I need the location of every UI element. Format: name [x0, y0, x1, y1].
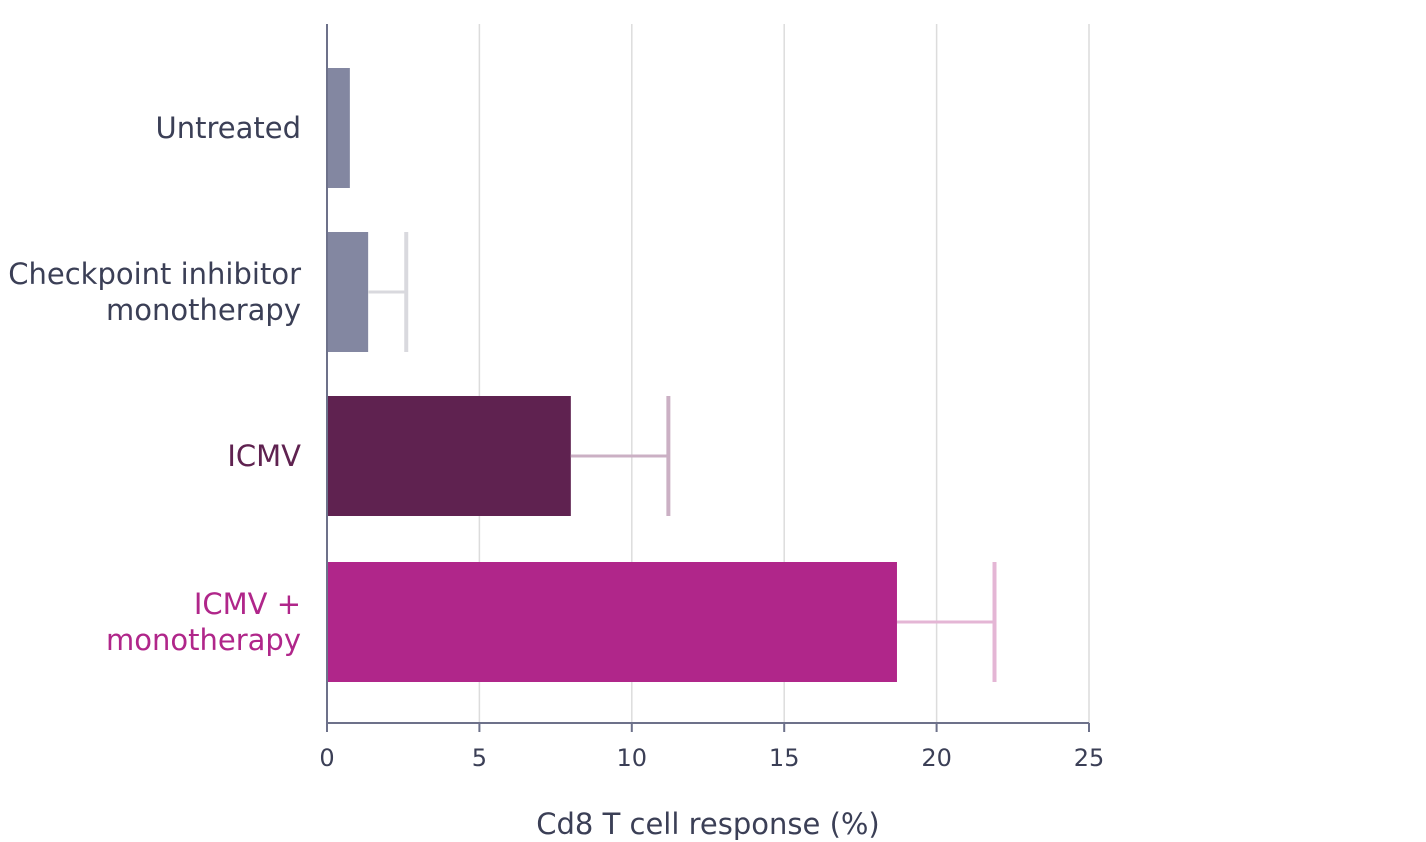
error-bars [368, 232, 997, 682]
bar-2 [327, 396, 571, 516]
bars [327, 68, 897, 682]
error-bar-3 [896, 562, 997, 682]
x-tick-label-5: 5 [472, 744, 487, 772]
category-label-2: ICMV [227, 439, 301, 473]
category-label-line: Untreated [156, 111, 302, 145]
category-label-line: monotherapy [106, 623, 301, 657]
category-label-line: ICMV [227, 439, 301, 473]
x-tick-label-25: 25 [1074, 744, 1105, 772]
category-label-1: Checkpoint inhibitor monotherapy [8, 257, 301, 327]
axes [326, 24, 1090, 732]
category-label-line: monotherapy [106, 293, 301, 327]
error-bar-2 [570, 396, 671, 516]
error-bar-1 [368, 232, 409, 352]
bar-1 [327, 232, 369, 352]
bar-0 [327, 68, 350, 188]
category-label-line: Checkpoint inhibitor [8, 257, 301, 291]
x-tick-label-0: 0 [319, 744, 334, 772]
category-label-line: ICMV + [194, 587, 301, 621]
bar-3 [327, 562, 897, 682]
category-label-3: ICMV + monotherapy [106, 587, 301, 657]
x-tick-label-15: 15 [769, 744, 800, 772]
category-label-0: Untreated [156, 111, 302, 145]
x-tick-label-20: 20 [921, 744, 952, 772]
tick-labels: 0 5 10 15 20 25 [319, 744, 1104, 772]
x-tick-label-10: 10 [617, 744, 648, 772]
x-axis-title: Cd8 T cell response (%) [536, 807, 880, 841]
